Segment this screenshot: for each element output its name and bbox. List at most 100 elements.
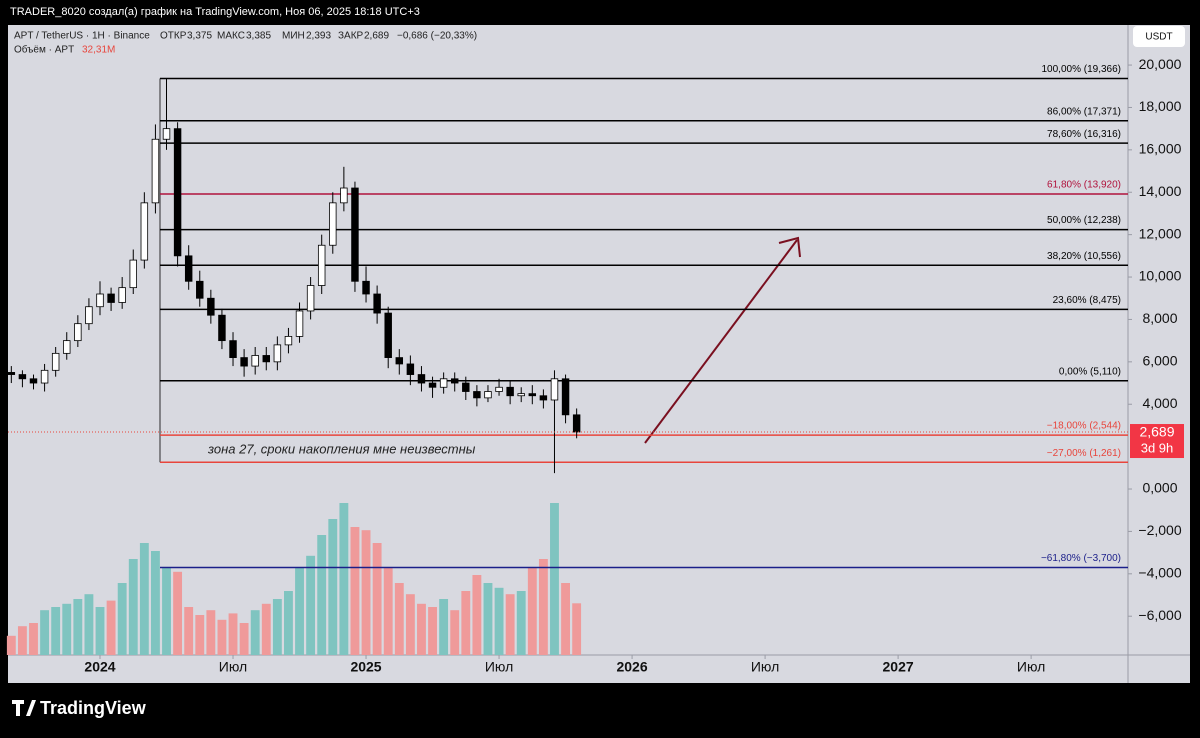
x-tick-label: Июл bbox=[1017, 659, 1045, 675]
candle-body bbox=[51, 352, 60, 371]
fib-label: −27,00% (1,261) bbox=[1047, 448, 1121, 459]
countdown: 3d 9h bbox=[1141, 440, 1174, 455]
fib-label: 0,00% (5,110) bbox=[1059, 366, 1121, 377]
volume-bar bbox=[173, 571, 183, 655]
volume-bar bbox=[439, 599, 449, 655]
y-tick-label: 8,000 bbox=[1142, 310, 1177, 326]
candle-body bbox=[428, 382, 437, 388]
candle-body bbox=[484, 391, 492, 399]
candle-body bbox=[417, 374, 426, 384]
arrow-head bbox=[778, 236, 801, 258]
fib-label: 23,60% (8,475) bbox=[1053, 295, 1121, 306]
candle-body bbox=[29, 378, 38, 384]
volume-bar bbox=[317, 535, 327, 655]
volume-bar bbox=[383, 567, 393, 655]
annotation: зона 27, сроки накопления мне неизвестны bbox=[207, 441, 476, 456]
ohlc-value: 2,393 bbox=[306, 31, 331, 42]
y-tick-label: 12,000 bbox=[1139, 225, 1182, 241]
volume-bar bbox=[350, 527, 360, 655]
volume-bar bbox=[29, 623, 38, 655]
x-tick-label: 2025 bbox=[350, 659, 381, 675]
ohlc-value: 3,375 bbox=[187, 31, 212, 42]
candle-body bbox=[528, 393, 537, 397]
y-tick-label: 18,000 bbox=[1139, 98, 1182, 114]
volume-bar bbox=[450, 610, 460, 655]
volume-title: Объём · APT bbox=[14, 44, 74, 56]
candle-body bbox=[462, 382, 470, 392]
volume-bar bbox=[295, 567, 304, 655]
volume-bar bbox=[328, 519, 338, 655]
candle-body bbox=[306, 285, 315, 312]
candle-body bbox=[539, 395, 548, 401]
candle-body bbox=[207, 297, 215, 316]
symbol: APT / TetherUS · 1H · Binance bbox=[14, 31, 150, 42]
volume-bar bbox=[17, 626, 27, 655]
y-tick-label: 20,000 bbox=[1139, 56, 1182, 72]
last-price-box bbox=[1130, 424, 1184, 459]
volume-bar bbox=[195, 615, 205, 655]
candle-body bbox=[129, 259, 137, 289]
volume-bar bbox=[128, 559, 138, 655]
volume-bar bbox=[527, 567, 537, 655]
candle-body bbox=[406, 363, 415, 375]
y-tick-label: 10,000 bbox=[1139, 268, 1182, 284]
candle-body bbox=[18, 374, 27, 380]
candle-body bbox=[284, 335, 293, 346]
candle-body bbox=[7, 372, 16, 375]
candle-body bbox=[351, 187, 359, 282]
volume-bar bbox=[228, 613, 238, 655]
candle-body bbox=[340, 187, 348, 204]
chart-bg bbox=[8, 25, 1190, 683]
candle-body bbox=[218, 314, 226, 342]
candle-body bbox=[395, 357, 404, 365]
volume-bar bbox=[494, 587, 504, 655]
candle-body bbox=[384, 312, 392, 358]
candle-body bbox=[107, 293, 115, 303]
candle-body bbox=[173, 128, 182, 257]
x-tick-label: Июл bbox=[485, 659, 513, 675]
candle-body bbox=[572, 414, 581, 433]
y-tick-label: 14,000 bbox=[1139, 183, 1182, 199]
ohlc-label: МИН bbox=[282, 31, 305, 42]
y-tick-label: −4,000 bbox=[1138, 565, 1181, 581]
volume-bar bbox=[95, 607, 105, 655]
volume-bar bbox=[117, 583, 127, 655]
x-tick-label: 2024 bbox=[84, 659, 115, 675]
candle-body bbox=[196, 280, 204, 299]
currency-button[interactable] bbox=[1133, 26, 1185, 47]
volume-bar bbox=[51, 607, 61, 655]
candle-body bbox=[517, 393, 525, 397]
volume-bar bbox=[62, 603, 72, 655]
fib-label: 100,00% (19,366) bbox=[1041, 64, 1121, 75]
volume-bar bbox=[472, 575, 482, 655]
candle-body bbox=[550, 378, 559, 401]
currency[interactable]: USDT bbox=[1145, 32, 1172, 43]
candle-body bbox=[561, 378, 570, 416]
candle-body bbox=[118, 287, 126, 303]
candle-body bbox=[240, 357, 248, 367]
ohlc-label: ЗАКР bbox=[338, 31, 364, 42]
volume-bar bbox=[361, 530, 371, 655]
volume-bar bbox=[339, 503, 349, 655]
volume-bar bbox=[139, 543, 149, 655]
candle-body bbox=[473, 391, 481, 399]
ohlc-label: МАКС bbox=[217, 31, 245, 42]
volume-bar bbox=[250, 610, 260, 655]
volume-bar bbox=[405, 594, 415, 655]
candle-body bbox=[262, 355, 270, 363]
candle-body bbox=[251, 355, 259, 367]
fib-label: 86,00% (17,371) bbox=[1047, 106, 1121, 117]
volume-bar bbox=[483, 583, 493, 655]
ohlc-label: ОТКР bbox=[160, 31, 187, 42]
y-tick-label: 0,000 bbox=[1142, 480, 1177, 496]
volume-bar bbox=[272, 599, 282, 655]
volume-bar bbox=[572, 603, 582, 655]
candle-body bbox=[273, 344, 282, 363]
y-tick-label: −2,000 bbox=[1138, 522, 1181, 538]
volume-bar bbox=[306, 555, 316, 655]
volume-bar bbox=[516, 591, 526, 655]
candle-body bbox=[40, 369, 49, 384]
logo: TradingView bbox=[12, 698, 147, 718]
volume-bar bbox=[73, 599, 83, 655]
